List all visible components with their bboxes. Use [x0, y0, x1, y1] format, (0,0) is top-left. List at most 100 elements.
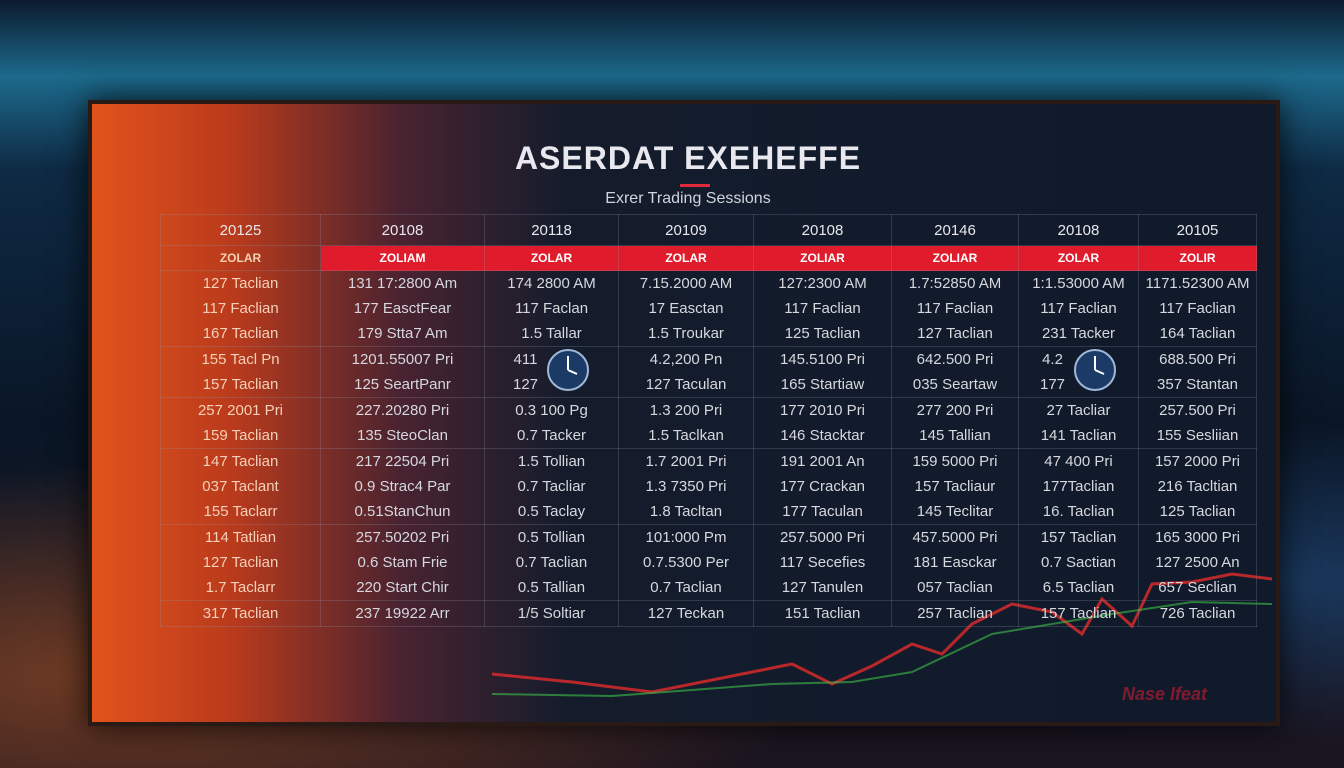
table-cell: 1/5 Soltiar [484, 600, 619, 627]
cell-line: 145.5100 Pri [779, 351, 866, 368]
cell-line: 0.51StanChun [354, 503, 451, 520]
table-cell: 1.3 200 Pri 1.5 Taclkan [618, 397, 754, 449]
cell-line: 257.5000 Pri [779, 529, 866, 546]
table-cell: 411 127 [484, 346, 619, 398]
cell-line: 657 Seclian [1158, 579, 1237, 596]
cell-line: 147 Taclian [202, 453, 279, 470]
cell-lines: 7.15.2000 AM 17 Easctan 1.5 Troukar [640, 271, 733, 346]
label-row: ZOLAR ZOLIAM ZOLAR ZOLAR ZOLIAR ZOLIAR ZOLAR ZO… [160, 245, 1257, 271]
cell-line: 035 Seartaw [912, 376, 998, 393]
table-cell: 0.5 Tollian 0.7 Taclian 0.5 Tallian [484, 524, 619, 601]
table-cell: 147 Taclian 037 Taclant 155 Taclarr [160, 448, 321, 525]
cell-line: 1:1.53000 AM [1032, 275, 1125, 292]
cell-line: 6.5 Taclian [1042, 579, 1115, 596]
table-row: 127 Taclian 117 Faclian 167 Taclian 131 17:… [160, 270, 1257, 347]
table-cell: 642.500 Pri 035 Seartaw [891, 346, 1019, 398]
table-cell: 157 Taclian [1018, 600, 1139, 627]
cell-lines: 191 2001 An 177 Crackan 177 Taculan [780, 449, 865, 524]
table-cell: 114 Tatlian 127 Taclian 1.7 Taclarr [160, 524, 321, 601]
cell-line: 157 Taclian [202, 376, 279, 393]
header-row: 20125 20108 20118 20109 20108 20146 20108 20105 [160, 214, 1257, 246]
cell-line: 1201.55007 Pri [351, 351, 454, 368]
title: ASERDAT EXEHEFFE [514, 140, 862, 176]
cell-lines: 177 2010 Pri 146 Stacktar [780, 398, 865, 448]
table-cell: 4.2 177 [1018, 346, 1139, 398]
cell-lines: 157 2000 Pri 216 Tacltian 125 Taclian [1155, 449, 1240, 524]
cell-line: 0.7 Tacker [517, 427, 586, 444]
cell-line: 177 EasctFear [353, 300, 452, 317]
cell-line: 135 SteoClan [357, 427, 448, 444]
cell-line: 1.3 200 Pri [649, 402, 723, 419]
table-cell: 174 2800 AM 117 Faclan 1.5 Tallar [484, 270, 619, 347]
cell-lines: 127 Teckan [648, 601, 724, 626]
subtitle: Exrer Trading Sessions [605, 190, 771, 207]
cell-lines: 131 17:2800 Am 177 EasctFear 179 Stta7 Am [348, 271, 457, 346]
clock-icon [1073, 348, 1117, 396]
cell-line: 157 Taclian [1040, 529, 1117, 546]
cell-line: 117 Faclian [1159, 300, 1236, 317]
cell-lines: 237 19922 Arr [355, 601, 449, 626]
cell-lines: 726 Taclian [1160, 601, 1236, 626]
cell-line: 127 2500 An [1155, 554, 1240, 571]
cell-line: 157 Taclian [1040, 605, 1117, 622]
cell-lines: 642.500 Pri 035 Seartaw [913, 347, 997, 397]
table-cell: 277 200 Pri 145 Tallian [891, 397, 1019, 449]
cell-line: 0.7.5300 Per [643, 554, 729, 571]
cell-line: 167 Taclian [202, 325, 279, 342]
table-cell: 1.7 2001 Pri 1.3 7350 Pri 1.8 Tacltan [618, 448, 754, 525]
table-cell: 237 19922 Arr [320, 600, 485, 627]
cell-line: 117 Faclian [784, 300, 861, 317]
cell-lines: 127 Taclian 117 Faclian 167 Taclian [202, 271, 278, 346]
table-cell: 257.50202 Pri 0.6 Stam Frie 220 Start Chir [320, 524, 485, 601]
cell-line: 177 [1039, 376, 1066, 393]
cell-lines: 0.5 Tollian 0.7 Taclian 0.5 Tallian [516, 525, 587, 600]
cell-line: 117 Faclian [202, 300, 279, 317]
cell-lines: 4.2,200 Pn 127 Taculan [646, 347, 727, 397]
cell-lines: 145.5100 Pri 165 Startiaw [780, 347, 865, 397]
cell-line: 0.7 Taclian [650, 579, 722, 596]
cell-lines: 688.500 Pri 357 Stantan [1157, 347, 1238, 397]
cell-line: 157 2000 Pri [1154, 453, 1241, 470]
cell-line: 7.15.2000 AM [639, 275, 733, 292]
cell-lines: 217 22504 Pri 0.9 Strac4 Par 0.51StanChun [355, 449, 451, 524]
cell-line: 145 Teclitar [916, 503, 994, 520]
cell-line: 117 Faclan [514, 300, 589, 317]
cell-line: 125 SeartPanr [354, 376, 451, 393]
cell-line: 0.5 Tollian [517, 529, 586, 546]
year-cell: 20125 [160, 214, 321, 246]
cell-line: 4.2,200 Pn [649, 351, 723, 368]
cell-line: 117 Faclian [1040, 300, 1117, 317]
cell-line: 165 Startiaw [780, 376, 865, 393]
table-row: 317 Taclian 237 19922 Arr 1/5 Soltiar 127 T… [160, 600, 1257, 627]
cell-line: 127 [512, 376, 539, 393]
cell-lines: 257 2001 Pri 159 Taclian [198, 398, 283, 448]
table-cell: 1201.55007 Pri 125 SeartPanr [320, 346, 485, 398]
sessions-table: 20125 20108 20118 20109 20108 20146 20108 20105… [160, 214, 1257, 627]
table-cell: 227.20280 Pri 135 SteoClan [320, 397, 485, 449]
cell-line: 1.5 Tallar [521, 325, 582, 342]
table-cell: 1:1.53000 AM 117 Faclian 231 Tacker [1018, 270, 1139, 347]
cell-line: 127 Taclian [202, 275, 279, 292]
cell-line: 159 Taclian [202, 427, 279, 444]
cell-line: 0.5 Tallian [517, 579, 586, 596]
cell-line: 317 Taclian [202, 605, 279, 622]
cell-line: 117 Secefies [779, 554, 866, 571]
cell-line: 1.3 7350 Pri [645, 478, 727, 495]
table-row: 147 Taclian 037 Taclant 155 Taclarr 217 225… [160, 448, 1257, 525]
cell-lines: 47 400 Pri 177Taclian 16. Taclian [1043, 449, 1115, 524]
cell-line: 057 Taclian [917, 579, 993, 596]
cell-line: 141 Taclian [1040, 427, 1117, 444]
table-cell: 101:000 Pm 0.7.5300 Per 0.7 Taclian [618, 524, 754, 601]
table-cell: 1171.52300 AM 117 Faclian 164 Taclian [1138, 270, 1257, 347]
cell-line: 357 Stantan [1157, 376, 1238, 393]
cell-lines: 101:000 Pm 0.7.5300 Per 0.7 Taclian [643, 525, 729, 600]
cell-lines: 147 Taclian 037 Taclant 155 Taclarr [202, 449, 278, 524]
cell-line: 155 Tacl Pn [201, 351, 280, 368]
table-cell: 145.5100 Pri 165 Startiaw [753, 346, 892, 398]
cell-line: 177Taclian [1042, 478, 1115, 495]
cell-lines: 4.2 177 [1040, 347, 1065, 397]
cell-lines: 227.20280 Pri 135 SteoClan [356, 398, 449, 448]
year-cell: 20146 [891, 214, 1019, 246]
cell-line: 164 Taclian [1159, 325, 1236, 342]
cell-lines: 1.7:52850 AM 117 Faclian 127 Taclian [909, 271, 1002, 346]
